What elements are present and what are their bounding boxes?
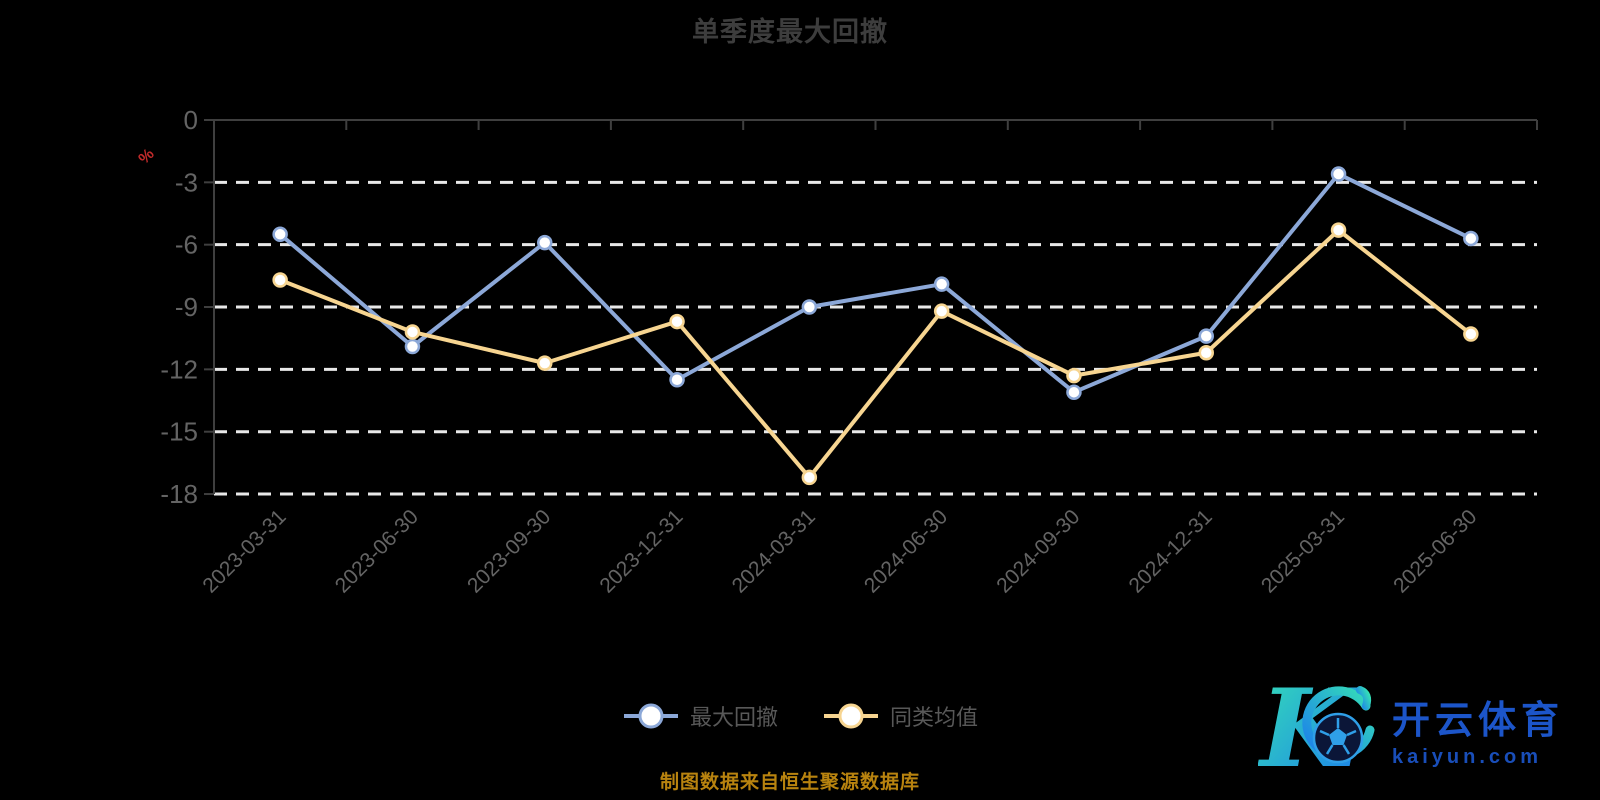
svg-text:2025-06-30: 2025-06-30: [1389, 505, 1481, 597]
svg-text:2025-03-31: 2025-03-31: [1257, 505, 1349, 597]
svg-text:-18: -18: [160, 479, 198, 509]
kaiyun-url: kaiyun.com: [1391, 746, 1543, 768]
legend-marker-yellow-icon: [824, 703, 878, 729]
data-source-note: 制图数据来自恒生聚源数据库: [659, 772, 920, 793]
svg-text:2024-03-31: 2024-03-31: [728, 505, 820, 597]
legend-marker-blue-icon: [623, 703, 678, 729]
chart-legend: 最大回撤 同类均值: [0, 700, 1600, 732]
svg-text:2023-03-31: 2023-03-31: [198, 505, 290, 597]
svg-text:-3: -3: [175, 167, 198, 197]
kaiyun-watermark-text: 开云体育 kaiyun.com: [1392, 689, 1564, 769]
legend-item-max-drawdown[interactable]: 最大回撤: [622, 700, 778, 732]
svg-text:-12: -12: [160, 354, 198, 384]
svg-text:2023-09-30: 2023-09-30: [463, 505, 555, 597]
legend-label: 同类均值: [890, 705, 979, 730]
svg-text:2023-06-30: 2023-06-30: [331, 505, 423, 597]
svg-text:2024-09-30: 2024-09-30: [992, 505, 1084, 597]
kaiyun-watermark: K 开云体育 kaiyun.com: [1258, 668, 1564, 790]
svg-text:-9: -9: [175, 292, 198, 322]
svg-text:2024-06-30: 2024-06-30: [860, 505, 952, 597]
svg-text:2023-12-31: 2023-12-31: [595, 505, 687, 597]
kaiyun-logo-icon: K: [1258, 668, 1375, 790]
svg-text:-15: -15: [160, 417, 198, 447]
svg-text:0: 0: [184, 105, 198, 135]
legend-item-category-average[interactable]: 同类均值: [822, 700, 978, 732]
kaiyun-brand-name: 开云体育: [1391, 700, 1564, 742]
page-title: 单季度最大回撤: [692, 17, 888, 47]
svg-text:2024-12-31: 2024-12-31: [1125, 505, 1217, 597]
legend-label: 最大回撤: [689, 705, 778, 730]
svg-text:-6: -6: [175, 230, 198, 260]
